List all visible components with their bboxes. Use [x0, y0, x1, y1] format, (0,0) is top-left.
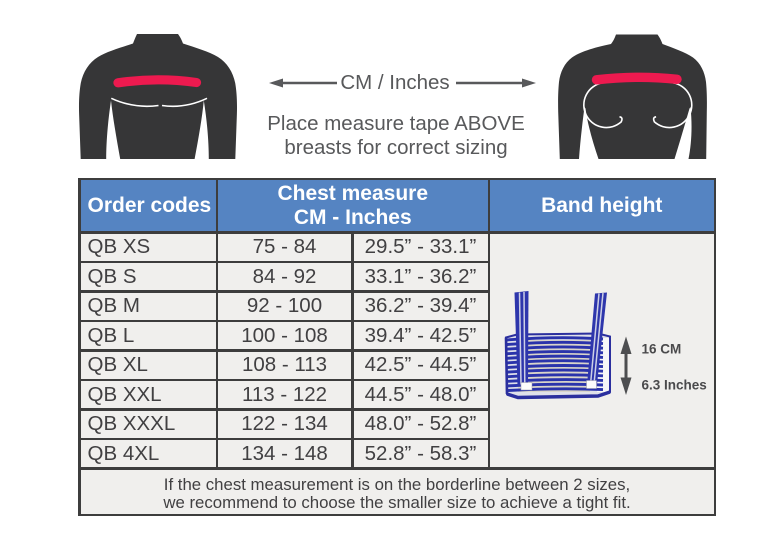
svg-text:16 CM: 16 CM [642, 341, 682, 356]
svg-text:6.3 Inches: 6.3 Inches [642, 377, 707, 392]
